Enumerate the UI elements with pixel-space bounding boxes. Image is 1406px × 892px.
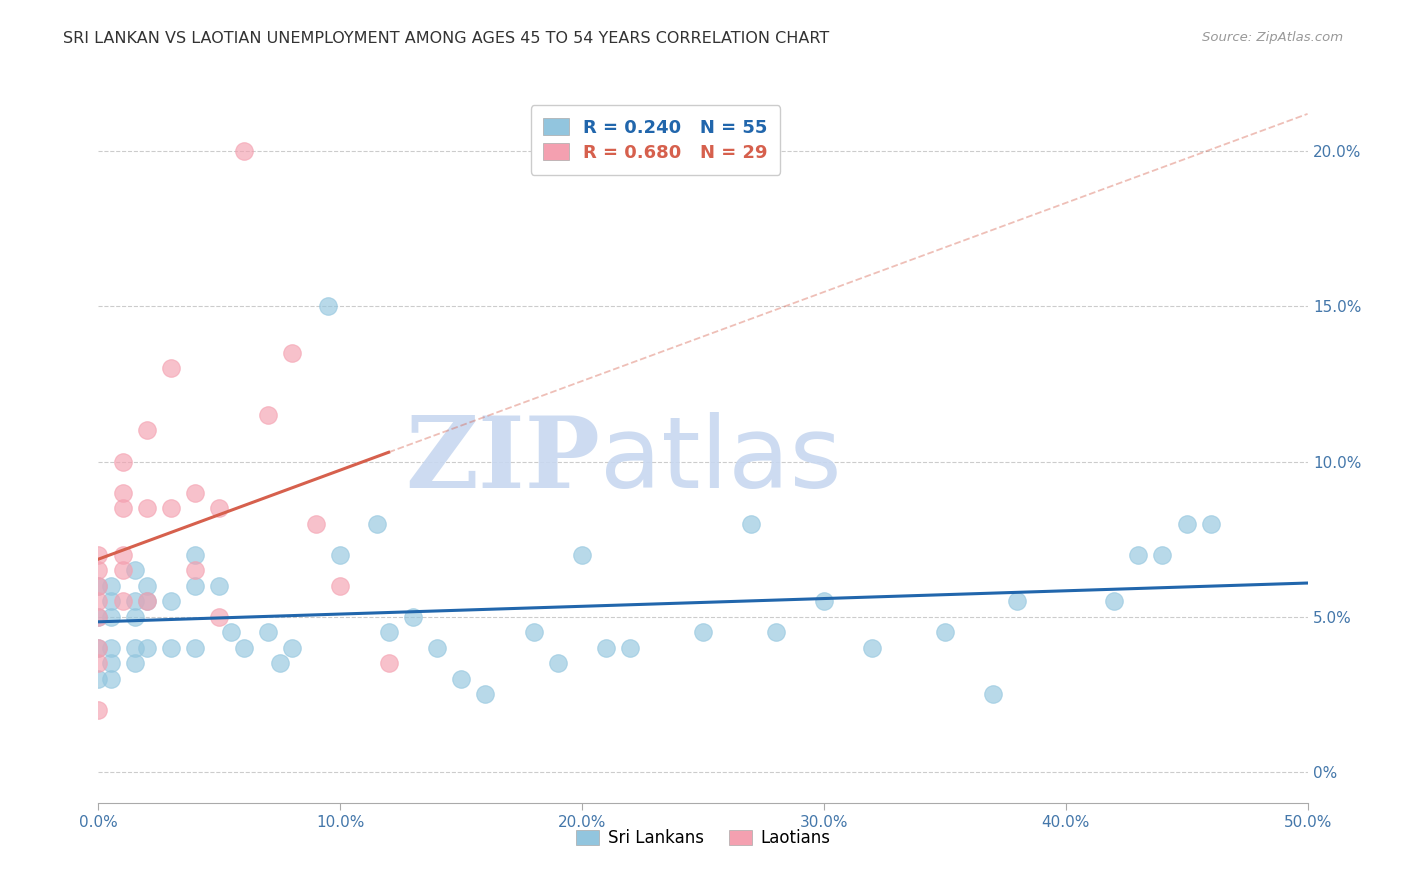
Point xyxy=(87,640,110,655)
Point xyxy=(377,656,399,670)
Point xyxy=(160,640,183,655)
Point xyxy=(111,548,134,562)
Point xyxy=(124,609,146,624)
Legend: Sri Lankans, Laotians: Sri Lankans, Laotians xyxy=(568,821,838,855)
Point xyxy=(100,594,122,608)
Point xyxy=(100,579,122,593)
Point xyxy=(208,609,231,624)
Point xyxy=(100,609,122,624)
Point xyxy=(692,625,714,640)
Point xyxy=(111,563,134,577)
Point xyxy=(100,672,122,686)
Point xyxy=(450,672,472,686)
Point xyxy=(160,594,183,608)
Point xyxy=(87,548,110,562)
Point xyxy=(208,501,231,516)
Point xyxy=(184,548,207,562)
Point xyxy=(474,687,496,701)
Point xyxy=(765,625,787,640)
Point xyxy=(256,408,278,422)
Point xyxy=(124,640,146,655)
Point xyxy=(135,594,157,608)
Point xyxy=(402,609,425,624)
Point xyxy=(184,485,207,500)
Point xyxy=(221,625,243,640)
Point xyxy=(281,640,304,655)
Point xyxy=(1199,516,1222,531)
Point xyxy=(124,594,146,608)
Point xyxy=(160,361,183,376)
Point xyxy=(232,640,254,655)
Point xyxy=(87,672,110,686)
Point xyxy=(87,579,110,593)
Point xyxy=(87,579,110,593)
Point xyxy=(305,516,328,531)
Point xyxy=(111,454,134,468)
Point xyxy=(124,656,146,670)
Point xyxy=(1007,594,1029,608)
Point xyxy=(135,579,157,593)
Point xyxy=(232,145,254,159)
Point xyxy=(160,501,183,516)
Point xyxy=(184,640,207,655)
Text: atlas: atlas xyxy=(600,412,842,508)
Point xyxy=(281,346,304,360)
Point xyxy=(87,656,110,670)
Point xyxy=(1102,594,1125,608)
Point xyxy=(329,579,352,593)
Point xyxy=(740,516,762,531)
Point xyxy=(269,656,291,670)
Point xyxy=(135,594,157,608)
Point xyxy=(377,625,399,640)
Text: Source: ZipAtlas.com: Source: ZipAtlas.com xyxy=(1202,31,1343,45)
Point xyxy=(184,579,207,593)
Point xyxy=(100,640,122,655)
Point xyxy=(595,640,617,655)
Point xyxy=(860,640,883,655)
Point xyxy=(111,485,134,500)
Point xyxy=(329,548,352,562)
Text: SRI LANKAN VS LAOTIAN UNEMPLOYMENT AMONG AGES 45 TO 54 YEARS CORRELATION CHART: SRI LANKAN VS LAOTIAN UNEMPLOYMENT AMONG… xyxy=(63,31,830,46)
Point xyxy=(1152,548,1174,562)
Point xyxy=(571,548,593,562)
Point xyxy=(547,656,569,670)
Point xyxy=(813,594,835,608)
Point xyxy=(981,687,1004,701)
Point xyxy=(1128,548,1150,562)
Point xyxy=(208,579,231,593)
Point xyxy=(87,640,110,655)
Point xyxy=(87,594,110,608)
Point xyxy=(135,501,157,516)
Point xyxy=(316,299,339,313)
Point xyxy=(111,594,134,608)
Point xyxy=(1175,516,1198,531)
Point xyxy=(135,424,157,438)
Point xyxy=(619,640,641,655)
Text: ZIP: ZIP xyxy=(405,412,600,508)
Point xyxy=(366,516,388,531)
Point xyxy=(124,563,146,577)
Point xyxy=(934,625,956,640)
Point xyxy=(100,656,122,670)
Point xyxy=(87,609,110,624)
Point xyxy=(111,501,134,516)
Point xyxy=(256,625,278,640)
Point xyxy=(87,703,110,717)
Point xyxy=(523,625,546,640)
Point xyxy=(87,609,110,624)
Point xyxy=(184,563,207,577)
Point xyxy=(87,563,110,577)
Point xyxy=(426,640,449,655)
Point xyxy=(135,640,157,655)
